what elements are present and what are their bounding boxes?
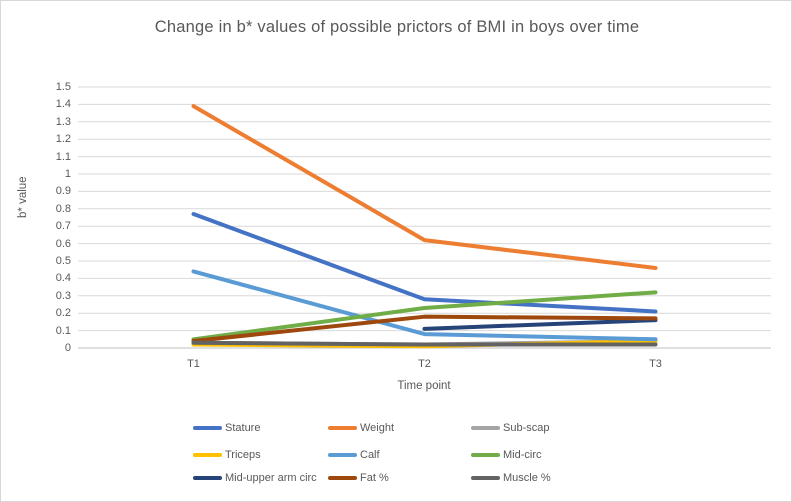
series-line-calf <box>191 269 658 342</box>
series-line-fat- <box>191 314 658 344</box>
series-line-mid-upper-arm-circ <box>422 318 658 331</box>
y-tick-label: 1.2 <box>55 133 71 146</box>
y-tick-label: 1.4 <box>55 98 71 111</box>
legend-item-calf: Calf <box>328 448 380 462</box>
legend-label: Weight <box>360 422 395 434</box>
y-tick-label: 0.8 <box>55 202 71 215</box>
legend-item-weight: Weight <box>328 421 394 435</box>
legend-line-swatch <box>193 426 222 430</box>
y-tick-label: 0.6 <box>55 237 71 250</box>
legend-line-swatch <box>193 453 222 457</box>
legend-line-swatch <box>328 476 357 480</box>
legend-label: Sub-scap <box>503 422 550 434</box>
legend-label: Mid-circ <box>503 449 542 461</box>
x-tick-label: T2 <box>418 358 431 370</box>
legend-label: Muscle % <box>503 472 551 484</box>
legend-item-muscle-: Muscle % <box>471 471 551 485</box>
gridlines <box>78 86 771 349</box>
legend-label: Mid-upper arm circ <box>225 472 317 484</box>
y-tick-label: 1.5 <box>55 81 71 93</box>
y-tick-label: 1.1 <box>55 150 71 163</box>
y-tick-label: 1 <box>64 168 71 180</box>
legend-label: Fat % <box>360 472 389 484</box>
series-line-weight <box>191 104 658 270</box>
y-tick-label: 0.2 <box>55 307 71 320</box>
legend-item-stature: Stature <box>193 421 260 435</box>
x-tick-label: T3 <box>649 358 662 370</box>
legend-label: Calf <box>360 449 380 461</box>
legend-line-swatch <box>193 476 222 480</box>
legend-label: Triceps <box>225 449 261 461</box>
y-tick-label: 0.9 <box>55 185 71 198</box>
x-axis-title: Time point <box>397 380 451 392</box>
legend-line-swatch <box>471 476 500 480</box>
x-tick-label: T1 <box>187 358 200 370</box>
y-tick-label: 0.3 <box>55 289 71 302</box>
legend-item-fat-: Fat % <box>328 471 389 485</box>
legend-line-swatch <box>328 453 357 457</box>
series-line-muscle- <box>191 340 658 347</box>
legend-line-swatch <box>471 453 500 457</box>
series-lines <box>191 104 658 349</box>
legend-line-swatch <box>328 426 357 430</box>
series-line-mid-circ <box>191 290 658 342</box>
legend-item-triceps: Triceps <box>193 448 261 462</box>
legend-line-swatch <box>471 426 500 430</box>
y-tick-label: 0.7 <box>55 220 71 233</box>
y-tick-label: 1.3 <box>55 115 71 128</box>
y-tick-label: 0.5 <box>55 255 71 267</box>
legend-item-mid-circ: Mid-circ <box>471 448 542 462</box>
chart-title: Change in b* values of possible prictors… <box>154 18 640 36</box>
y-tick-label: 0.4 <box>55 272 71 285</box>
legend-item-sub-scap: Sub-scap <box>471 421 549 435</box>
legend-label: Stature <box>225 422 261 434</box>
y-tick-label: 0.1 <box>55 324 71 337</box>
series-line-stature <box>191 212 658 314</box>
legend-item-mid-upper-arm-circ: Mid-upper arm circ <box>193 471 317 485</box>
y-axis-title: b* value <box>17 176 29 218</box>
y-tick-label: 0 <box>64 342 71 354</box>
